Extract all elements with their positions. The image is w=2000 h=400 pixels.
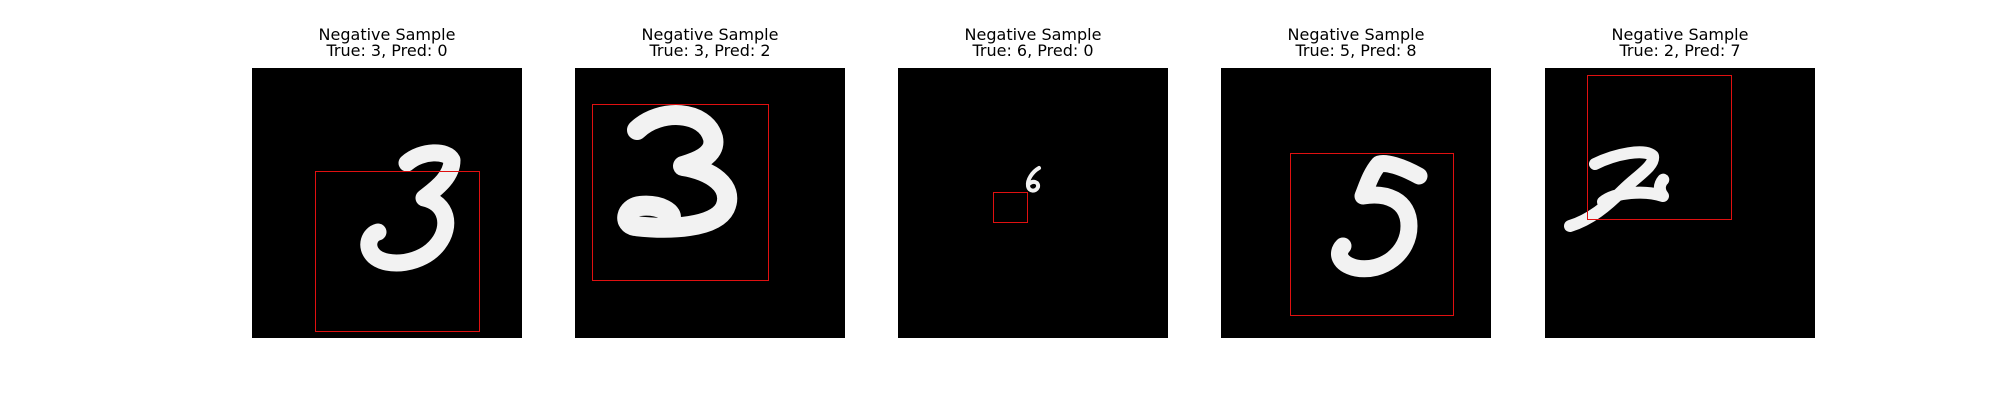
digit-glyph	[1331, 155, 1428, 278]
digit-image	[898, 68, 1168, 338]
bounding-box	[592, 104, 769, 281]
panel-subtitle-line: True: 3, Pred: 2	[649, 41, 771, 60]
bounding-box	[1587, 75, 1732, 220]
panel-subtitle-line: True: 6, Pred: 0	[972, 41, 1094, 60]
panel-title-line: Negative Sample	[964, 25, 1102, 44]
bounding-box	[1290, 153, 1454, 316]
sample-panel-1: Negative Sample True: 3, Pred: 0	[252, 0, 522, 340]
digit-glyph	[360, 144, 461, 272]
panel-title: Negative Sample True: 5, Pred: 8	[1221, 27, 1491, 59]
panel-title-line: Negative Sample	[1611, 25, 1749, 44]
digit-glyph	[617, 105, 738, 238]
panel-title-line: Negative Sample	[1287, 25, 1425, 44]
bounding-box	[993, 192, 1028, 223]
panel-title-line: Negative Sample	[318, 25, 456, 44]
sample-panel-4: Negative Sample True: 5, Pred: 8	[1221, 0, 1491, 340]
panel-subtitle-line: True: 3, Pred: 0	[326, 41, 448, 60]
panel-subtitle-line: True: 5, Pred: 8	[1295, 41, 1417, 60]
digit-image	[1545, 68, 1815, 338]
panel-subtitle-line: True: 2, Pred: 7	[1619, 41, 1741, 60]
panel-title-line: Negative Sample	[641, 25, 779, 44]
panel-title: Negative Sample True: 6, Pred: 0	[898, 27, 1168, 59]
panel-title: Negative Sample True: 3, Pred: 0	[252, 27, 522, 59]
sample-panel-3: Negative Sample True: 6, Pred: 0	[898, 0, 1168, 340]
sample-panel-5: Negative Sample True: 2, Pred: 7	[1545, 0, 1815, 340]
sample-panel-2: Negative Sample True: 3, Pred: 2	[575, 0, 845, 340]
panel-title: Negative Sample True: 2, Pred: 7	[1545, 27, 1815, 59]
digit-glyph	[1025, 166, 1041, 193]
digit-image	[252, 68, 522, 338]
digit-glyph	[1564, 146, 1670, 232]
digit-image	[575, 68, 845, 338]
panel-title: Negative Sample True: 3, Pred: 2	[575, 27, 845, 59]
bounding-box	[315, 171, 480, 332]
digit-image	[1221, 68, 1491, 338]
